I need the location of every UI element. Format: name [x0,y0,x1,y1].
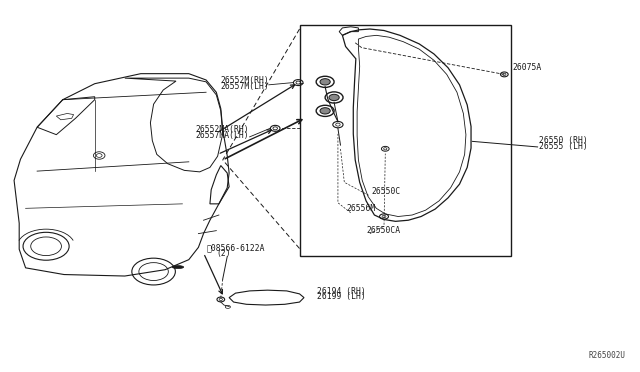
Bar [300,25,511,256]
Text: 26557M(LH): 26557M(LH) [221,81,269,90]
Text: 26552M(RH): 26552M(RH) [221,76,269,84]
Text: 26550C: 26550C [371,187,401,196]
Text: 26555 (LH): 26555 (LH) [539,142,588,151]
Text: (2): (2) [216,249,231,258]
Text: 26194 (RH): 26194 (RH) [317,287,365,296]
Text: 26557MA(LH): 26557MA(LH) [195,131,249,140]
Text: 26556M: 26556M [347,204,376,213]
Ellipse shape [172,266,184,269]
Text: 26552MA(RH): 26552MA(RH) [195,125,249,134]
Text: 26550 (RH): 26550 (RH) [539,136,588,145]
Ellipse shape [320,79,330,85]
Text: 26075A: 26075A [512,63,541,72]
Text: 26199 (LH): 26199 (LH) [317,292,365,301]
Ellipse shape [329,94,339,101]
Text: Ⓝ08566-6122A: Ⓝ08566-6122A [206,243,264,252]
Text: R265002U: R265002U [589,351,626,360]
Text: 26550CA: 26550CA [366,225,400,234]
Ellipse shape [320,108,330,114]
